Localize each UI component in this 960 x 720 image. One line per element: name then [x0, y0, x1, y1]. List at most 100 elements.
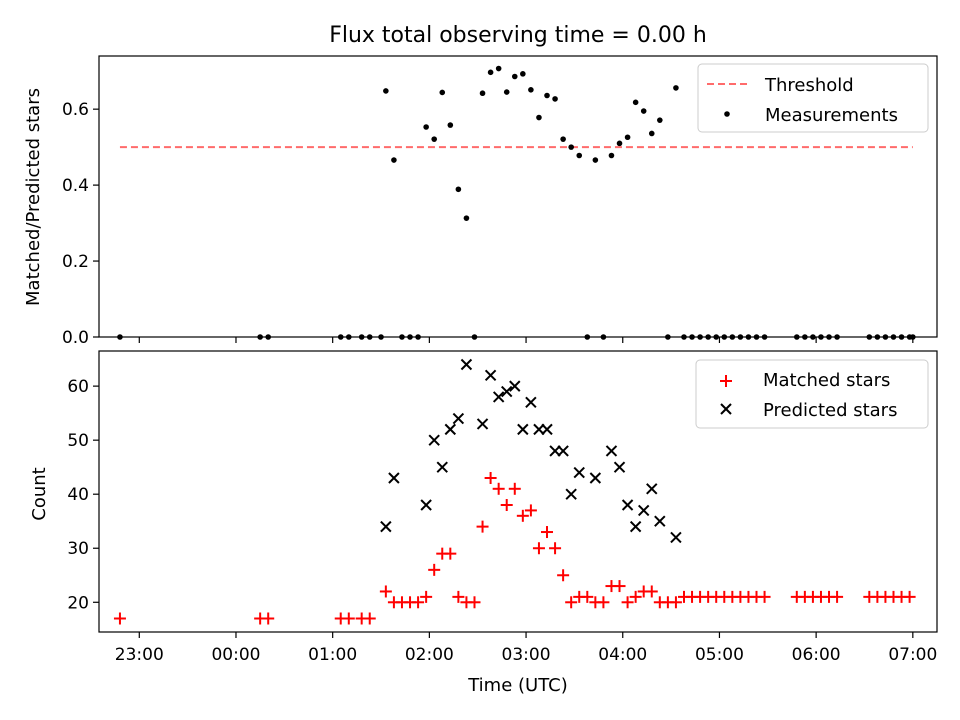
matched-star-point: [524, 504, 537, 517]
measurement-point: [479, 90, 486, 97]
measurement-point: [511, 73, 518, 80]
predicted-star-point: [380, 520, 392, 533]
matched-star-point: [621, 596, 634, 609]
measurement-point: [495, 65, 502, 72]
predicted-star-point: [501, 385, 513, 398]
count-plot-area: [113, 358, 916, 625]
matched-star-point: [476, 520, 489, 533]
measurement-point: [463, 215, 470, 221]
measurement-point: [455, 186, 462, 193]
measurement-point: [528, 86, 534, 93]
predicted-star-point: [670, 531, 682, 544]
predicted-star-point: [621, 499, 634, 511]
matched-star-point: [363, 612, 376, 625]
matched-star-point: [903, 590, 916, 603]
matched-star-point: [452, 590, 465, 603]
y-tick-label: 40: [67, 485, 89, 505]
matched-star-point: [342, 612, 355, 625]
measurement-point: [608, 152, 615, 159]
predicted-star-point: [605, 445, 618, 457]
legend-measurements-swatch: [724, 111, 730, 117]
measurement-point: [487, 69, 494, 76]
ratio-y-axis: 0.0 0.2 0.4 0.6: [62, 100, 99, 348]
predicted-star-point: [629, 520, 642, 533]
x-axis-label: Time (UTC): [467, 675, 568, 696]
measurement-point: [560, 136, 566, 142]
matched-star-point: [379, 585, 392, 598]
matched-star-point: [613, 580, 626, 593]
measurement-point: [439, 89, 446, 96]
count-panel-frame: [98, 350, 938, 633]
predicted-star-point: [517, 423, 529, 436]
matched-star-point: [508, 482, 521, 495]
measurement-point: [632, 99, 639, 106]
predicted-star-point: [484, 369, 497, 382]
x-tick-label: 02:00: [405, 645, 454, 665]
x-tick-label: 01:00: [308, 645, 357, 665]
matched-star-point: [565, 596, 578, 609]
matched-star-point: [500, 499, 513, 512]
matched-star-point: [581, 590, 594, 603]
measurement-point: [552, 96, 558, 102]
predicted-star-point: [460, 358, 473, 371]
x-tick-label: 07:00: [888, 645, 937, 665]
y-tick-label: 30: [67, 539, 89, 559]
measurement-point: [383, 88, 389, 94]
count-y-axis-label: Count: [29, 467, 50, 520]
predicted-star-point: [444, 423, 457, 436]
matched-star-point: [484, 471, 497, 484]
measurement-point: [423, 124, 429, 130]
measurement-point: [431, 136, 438, 142]
predicted-star-point: [476, 418, 489, 430]
matched-star-point: [532, 542, 545, 555]
y-tick-label: 0.0: [62, 328, 89, 348]
y-tick-label: 0.4: [62, 176, 89, 196]
count-x-axis: 23:00 00:00 01:00 02:00 03:00 04:00 05:00 06:00…: [115, 632, 937, 665]
predicted-star-point: [557, 445, 569, 457]
predicted-star-point: [420, 499, 432, 511]
x-tick-label: 23:00: [115, 645, 164, 665]
y-tick-label: 50: [67, 431, 89, 451]
ratio-panel-frame: [98, 55, 938, 338]
measurement-point: [503, 89, 510, 95]
predicted-star-point: [436, 461, 448, 473]
predicted-star-point: [573, 466, 585, 479]
y-tick-label: 0.2: [62, 252, 89, 272]
predicted-star-point: [654, 515, 666, 527]
matched-star-point: [629, 590, 642, 603]
predicted-star-point: [541, 423, 553, 436]
predicted-star-point: [492, 391, 505, 403]
measurement-point: [673, 85, 679, 91]
count-legend-box: [695, 359, 929, 429]
y-tick-label: 60: [67, 377, 89, 397]
x-tick-label: 06:00: [792, 645, 841, 665]
legend-threshold-label: Threshold: [764, 75, 854, 96]
measurement-point: [391, 157, 397, 163]
measurement-point: [520, 71, 526, 77]
matched-star-point: [492, 482, 505, 495]
legend-matched-swatch: [720, 375, 732, 387]
x-tick-label: 03:00: [502, 645, 551, 665]
predicted-star-point: [388, 472, 400, 484]
matched-star-point: [262, 612, 275, 625]
measurement-point: [624, 134, 631, 141]
predicted-star-point: [525, 396, 537, 409]
matched-star-point: [516, 509, 529, 522]
matched-star-point: [831, 590, 844, 603]
predicted-star-point: [452, 412, 465, 425]
legend-predicted-swatch: [720, 403, 732, 415]
measurement-point: [568, 144, 574, 150]
ratio-y-axis-label: Matched/Predicted stars: [23, 88, 44, 306]
y-tick-label: 0.6: [62, 100, 89, 120]
matched-star-point: [468, 596, 481, 609]
count-y-axis: 20 30 40 50 60: [67, 377, 99, 613]
matched-star-point: [669, 596, 682, 609]
count-panel: 20 30 40 50 60 23:00 00:00 01:00 02:00 03:00 04:0…: [29, 350, 938, 696]
measurement-point: [447, 122, 454, 128]
matched-star-point: [549, 542, 562, 555]
measurement-point: [592, 157, 599, 163]
count-legend: Matched stars Predicted stars: [695, 359, 929, 429]
ratio-panel: 0.0 0.2 0.4 0.6 Matched/Predicted stars Thr…: [23, 55, 938, 348]
measurement-point: [657, 117, 663, 123]
